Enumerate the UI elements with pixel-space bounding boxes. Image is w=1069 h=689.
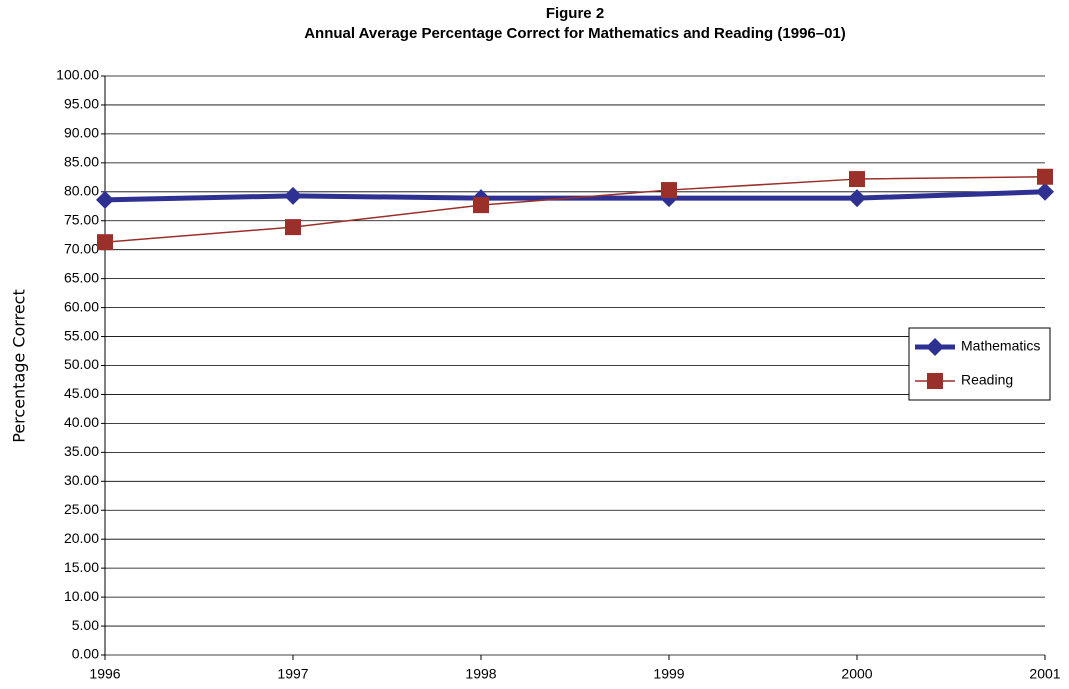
y-axis-label: Percentage Correct (10, 289, 29, 443)
data-point (661, 182, 677, 199)
data-point (97, 234, 113, 251)
y-tick-label: 50.00 (64, 356, 99, 372)
y-tick-label: 95.00 (64, 96, 99, 112)
y-tick-label: 55.00 (64, 327, 99, 343)
y-tick-label: 80.00 (64, 183, 99, 199)
y-tick-label: 40.00 (64, 414, 99, 430)
legend-label: Reading (961, 372, 1013, 388)
x-tick-label: 1997 (277, 666, 308, 682)
x-tick-label: 2000 (841, 666, 872, 682)
y-tick-label: 90.00 (64, 125, 99, 141)
y-tick-label: 5.00 (72, 617, 99, 633)
x-tick-label: 1996 (89, 666, 120, 682)
data-point (96, 190, 114, 209)
y-tick-label: 60.00 (64, 298, 99, 314)
series-line (104, 175, 1046, 243)
y-tick-label: 85.00 (64, 154, 99, 170)
y-tick-label: 0.00 (72, 646, 99, 662)
y-tick-label: 10.00 (64, 588, 99, 604)
y-tick-label: 100.00 (56, 67, 99, 83)
y-tick-label: 75.00 (64, 211, 99, 227)
data-point (473, 197, 489, 214)
data-point (1036, 182, 1054, 201)
y-tick-label: 35.00 (64, 443, 99, 459)
legend-marker (926, 338, 944, 356)
data-point (849, 171, 865, 188)
y-tick-label: 65.00 (64, 269, 99, 285)
y-tick-label: 15.00 (64, 559, 99, 575)
y-tick-label: 70.00 (64, 240, 99, 256)
chart-title: Figure 2 (546, 5, 604, 22)
y-tick-label: 25.00 (64, 501, 99, 517)
x-tick-label: 1999 (653, 666, 684, 682)
y-tick-label: 45.00 (64, 385, 99, 401)
x-tick-label: 1998 (465, 666, 496, 682)
y-tick-label: 20.00 (64, 530, 99, 546)
y-tick-label: 30.00 (64, 472, 99, 488)
data-point (848, 189, 866, 208)
series-line (104, 189, 1046, 203)
chart-subtitle: Annual Average Percentage Correct for Ma… (304, 25, 846, 42)
data-point (284, 186, 302, 205)
legend-marker (927, 373, 943, 389)
legend-label: Mathematics (961, 338, 1040, 354)
data-point (285, 219, 301, 236)
x-tick-label: 2001 (1029, 666, 1060, 682)
data-point (1037, 168, 1053, 185)
